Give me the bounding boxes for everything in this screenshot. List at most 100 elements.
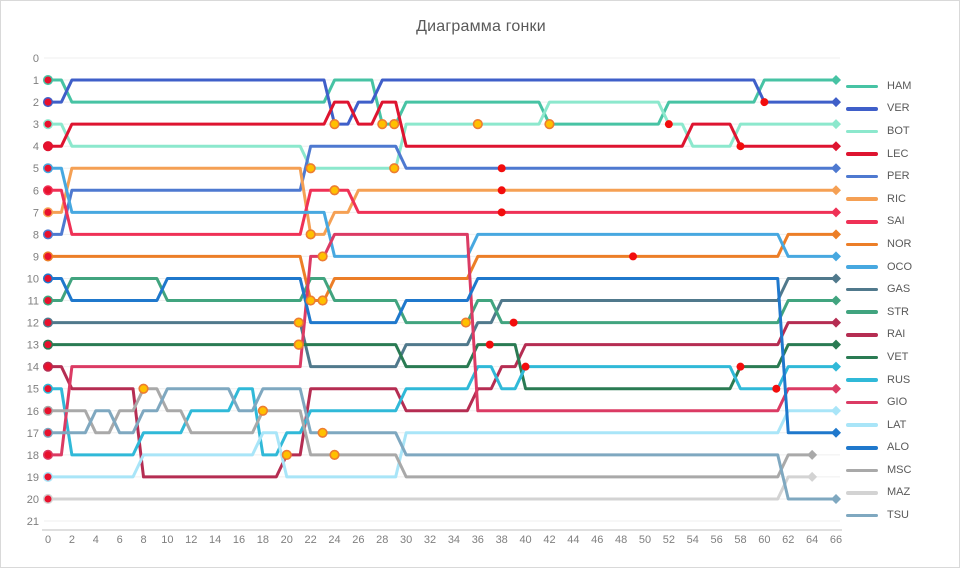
start-marker-RUS [42, 383, 54, 394]
x-axis-tick: 48 [615, 534, 627, 546]
finish-marker-RAI [831, 317, 841, 328]
legend-item-MSC[interactable]: MSC [846, 459, 958, 482]
battle-marker-STR [509, 318, 518, 327]
legend-item-PER[interactable]: PER [846, 165, 958, 188]
start-marker-ALO [42, 273, 54, 284]
y-axis-tick: 7 [33, 207, 39, 219]
y-axis-tick: 10 [27, 273, 39, 285]
legend-item-TSU[interactable]: TSU [846, 504, 958, 527]
start-marker-SAI [42, 185, 54, 196]
pitstop-marker-GIO [460, 317, 471, 328]
y-axis-tick: 19 [27, 472, 39, 484]
legend-item-OCO[interactable]: OCO [846, 256, 958, 279]
legend-swatch-ALO [846, 446, 878, 450]
legend-item-RUS[interactable]: RUS [846, 369, 958, 392]
legend-item-BOT[interactable]: BOT [846, 120, 958, 143]
series-line-HAM [46, 78, 838, 126]
series-line-OCO [46, 166, 838, 258]
start-marker-STR [42, 295, 54, 306]
x-axis-tick: 32 [424, 534, 436, 546]
x-axis-tick: 38 [496, 534, 508, 546]
finish-marker-VET [831, 339, 841, 350]
start-marker-VER [42, 97, 54, 108]
series-line-VER [46, 78, 838, 126]
y-axis-tick: 13 [27, 340, 39, 352]
y-axis-tick: 16 [27, 406, 39, 418]
x-axis-tick: 60 [758, 534, 770, 546]
chart-title: Диаграмма гонки [416, 18, 546, 35]
legend-swatch-GIO [846, 400, 878, 405]
pitstop-marker-LEC [389, 119, 400, 130]
pitstop-marker-VET [293, 339, 304, 350]
x-axis-tick: 52 [663, 534, 675, 546]
pitstop-marker-ALO [293, 317, 304, 328]
x-axis-tick: 28 [376, 534, 388, 546]
legend-swatch-MSC [846, 468, 878, 473]
series-line-RUS [46, 365, 838, 457]
legend-item-RIC[interactable]: RIC [846, 188, 958, 211]
legend-item-SAI[interactable]: SAI [846, 211, 958, 234]
legend-item-HAM[interactable]: HAM [846, 75, 958, 98]
x-axis-tick: 42 [543, 534, 555, 546]
legend-item-LEC[interactable]: LEC [846, 143, 958, 166]
x-axis-tick: 16 [233, 534, 245, 546]
legend-swatch-LEC [846, 152, 878, 156]
series-line-GAS [46, 276, 838, 369]
series-line-VET [46, 343, 838, 391]
x-axis-tick: 20 [281, 534, 293, 546]
legend-item-NOR[interactable]: NOR [846, 233, 958, 256]
start-marker-MSC [42, 405, 54, 416]
finish-marker-LEC [831, 141, 841, 152]
x-axis-tick: 62 [782, 534, 794, 546]
x-axis-tick: 24 [328, 534, 340, 546]
finish-marker-OCO [831, 251, 841, 262]
start-marker-GIO [42, 449, 54, 460]
start-marker-OCO [42, 163, 54, 174]
battle-marker-PER [497, 164, 506, 173]
y-axis-tick: 4 [33, 141, 39, 153]
legend-item-ALO[interactable]: ALO [846, 437, 958, 460]
battle-marker-SAI [497, 208, 506, 217]
pitstop-marker-HAM [544, 119, 555, 130]
x-axis-tick: 64 [806, 534, 818, 546]
legend-swatch-NOR [846, 242, 878, 247]
finish-marker-HAM [831, 75, 841, 86]
legend-item-MAZ[interactable]: MAZ [846, 482, 958, 505]
x-axis-tick: 0 [45, 534, 51, 546]
pitstop-marker-LAT [281, 449, 292, 460]
x-axis-tick: 2 [69, 534, 75, 546]
series-line-STR [46, 276, 838, 325]
pitstop-marker-RIC [305, 229, 316, 240]
battle-marker-RIC [497, 186, 506, 195]
series-line-LEC [46, 100, 838, 148]
finish-marker-RUS [831, 361, 841, 372]
start-marker-PER [42, 229, 54, 240]
legend-item-GAS[interactable]: GAS [846, 278, 958, 301]
series-line-ALO [46, 276, 838, 435]
x-axis-tick: 8 [140, 534, 146, 546]
legend-item-LAT[interactable]: LAT [846, 414, 958, 437]
legend-swatch-PER [846, 174, 878, 179]
battle-marker-VET [736, 362, 745, 371]
battle-marker-GIO [772, 384, 781, 393]
x-axis-tick: 50 [639, 534, 651, 546]
legend-item-VET[interactable]: VET [846, 346, 958, 369]
start-marker-RAI [42, 361, 54, 372]
y-axis-tick: 20 [27, 494, 39, 506]
finish-marker-PER [831, 163, 841, 174]
legend-item-STR[interactable]: STR [846, 301, 958, 324]
battle-marker-VER [760, 98, 769, 107]
legend-swatch-RIC [846, 197, 878, 202]
series-line-MAZ [46, 475, 814, 501]
legend-item-GIO[interactable]: GIO [846, 391, 958, 414]
x-axis-tick: 14 [209, 534, 221, 546]
start-marker-RIC [42, 207, 54, 218]
legend-item-RAI[interactable]: RAI [846, 324, 958, 347]
legend-item-VER[interactable]: VER [846, 98, 958, 121]
finish-marker-VER [831, 97, 841, 108]
finish-marker-SAI [831, 207, 841, 218]
legend-swatch-VER [846, 107, 878, 111]
pitstop-marker-BOT [305, 163, 316, 174]
x-axis-tick: 54 [687, 534, 699, 546]
